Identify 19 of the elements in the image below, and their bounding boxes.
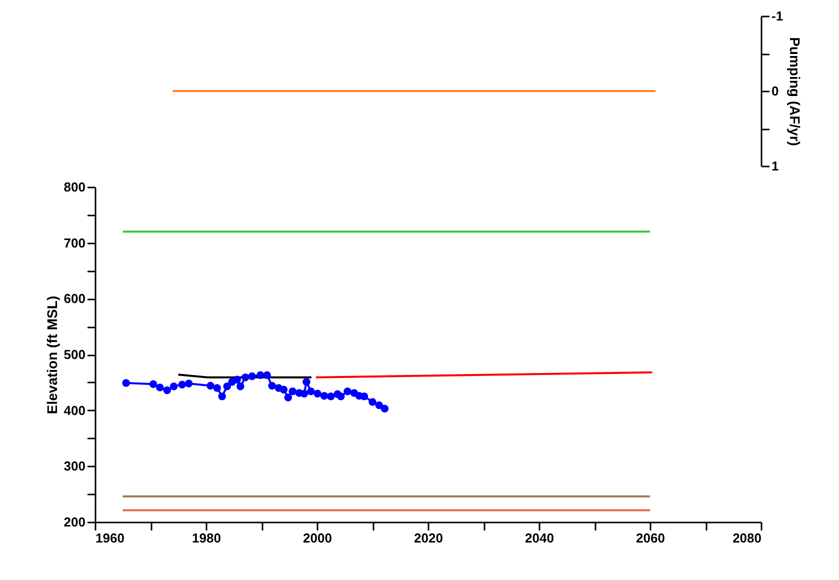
y-axis-title: Elevation (ft MSL) bbox=[44, 296, 60, 414]
x-tick-label: 2060 bbox=[636, 530, 665, 546]
y-tick-label: 200 bbox=[64, 514, 86, 530]
x-tick-label: 2000 bbox=[303, 530, 332, 546]
x-tick-label: 2040 bbox=[525, 530, 554, 546]
x-tick-label: 1980 bbox=[192, 530, 221, 546]
y2-tick-label: 1 bbox=[772, 158, 779, 174]
y-tick-label: 300 bbox=[64, 458, 86, 474]
y2-axis-title: Pumping (AF/yr) bbox=[787, 37, 804, 146]
y-tick-label: 600 bbox=[64, 291, 86, 306]
y2-tick-label: 0 bbox=[772, 84, 779, 98]
y-tick-label: 700 bbox=[64, 235, 86, 250]
x-tick-label: 1960 bbox=[96, 530, 124, 546]
y-tick-label: 400 bbox=[64, 402, 86, 418]
x-tick-label: 2080 bbox=[732, 530, 762, 546]
y-tick-label: 500 bbox=[64, 347, 86, 362]
x-tick-label: 2020 bbox=[414, 530, 443, 546]
y-tick-label: 800 bbox=[64, 180, 86, 194]
y2-tick-label: -1 bbox=[772, 8, 784, 24]
